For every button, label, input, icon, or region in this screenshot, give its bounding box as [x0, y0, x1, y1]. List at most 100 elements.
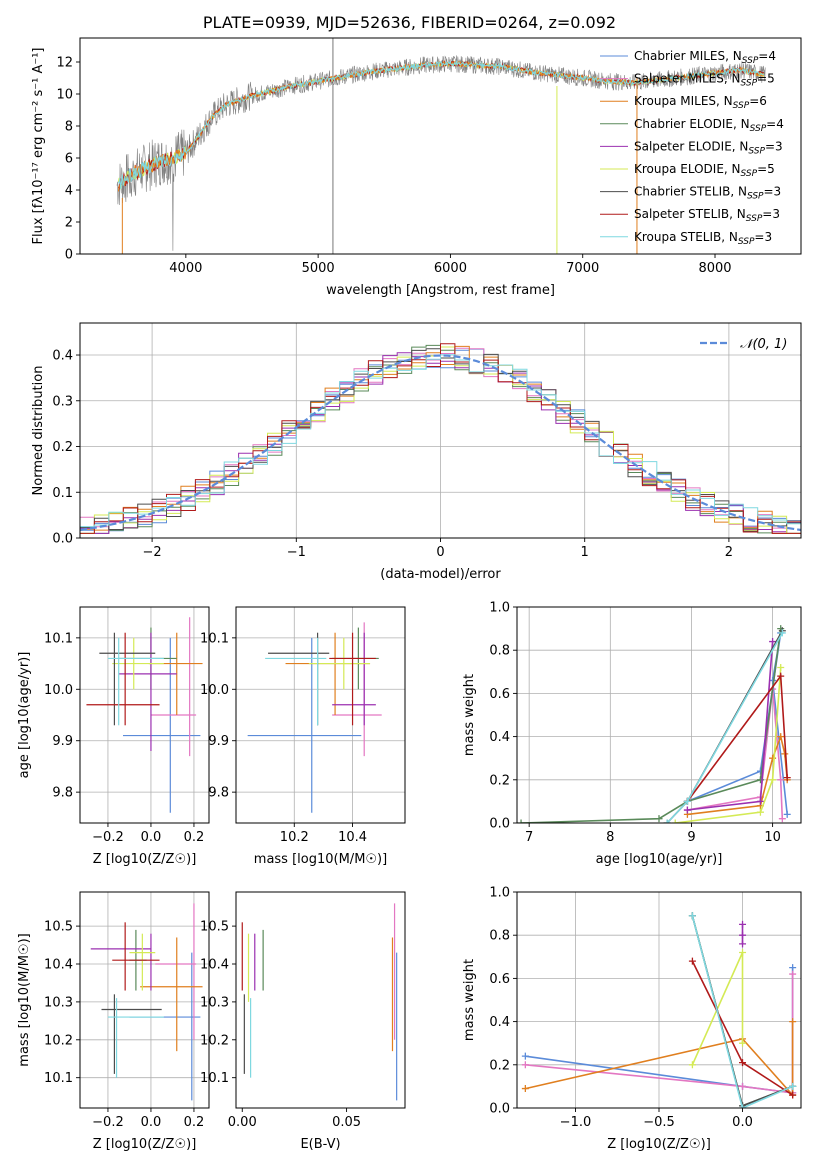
weight-marker-salpeter_elodie — [739, 931, 747, 939]
panel-mass-weight-vs-metallicity: −1.0 −0.5 0.0 0.0 0.2 0.4 0.6 0.8 1.0 Z [log10(Z/… — [462, 886, 802, 1152]
y-tick-label: 10.0 — [44, 683, 73, 698]
legend-subscript: SSP — [742, 56, 759, 66]
weight-marker-salpeter_elodie — [739, 920, 747, 928]
weight-marker-kroupa_stelib — [688, 912, 696, 920]
x-axis-label: Z [log10(Z/Z☉)] — [93, 1137, 197, 1152]
y-tick-label: 9.9 — [52, 734, 73, 749]
y-tick-label: 10.5 — [200, 920, 229, 935]
x-tick-label: 2 — [725, 545, 733, 560]
weight-marker-salpeter_stelib — [688, 957, 696, 965]
legend-value: =4 — [766, 117, 784, 131]
panel-mass-weight-vs-age: 7 8 9 10 0.0 0.2 0.4 0.6 0.8 1.0 age [log10(age/yr… — [462, 601, 802, 867]
legend-subscript: SSP — [733, 101, 750, 111]
y-tick-label: 10.3 — [200, 995, 229, 1010]
legend-label-kroupa_stelib: Kroupa STELIB, NSSP=3 — [634, 230, 772, 247]
weight-marker-salpeter_elodie — [769, 638, 777, 646]
weight-marker-salpeter_elodie — [756, 797, 764, 805]
x-axis-label: Z [log10(Z/Z☉)] — [607, 1137, 711, 1152]
legend-subscript: SSP — [747, 192, 764, 202]
x-tick-label: 9 — [687, 830, 695, 845]
y-tick-label: 0.3 — [52, 394, 73, 409]
x-tick-label: 0.0 — [732, 1115, 753, 1130]
y-tick-label: 12 — [56, 56, 73, 71]
x-tick-label: 6000 — [434, 261, 467, 276]
x-axis-label: Z [log10(Z/Z☉)] — [93, 852, 197, 867]
weight-line-chabrier_stelib — [666, 630, 783, 823]
plot-area — [86, 617, 203, 813]
weight-marker-kroupa_elodie — [777, 663, 785, 671]
x-tick-label: 0.2 — [184, 830, 205, 845]
axes-frame — [79, 606, 210, 824]
legend-subscript: SSP — [748, 146, 765, 156]
x-tick-label: 10.2 — [280, 830, 309, 845]
y-tick-label: 0.2 — [489, 1058, 510, 1073]
legend-subscript: SSP — [741, 79, 758, 89]
y-axis-label: Normed distribution — [31, 366, 46, 496]
legend-label-salpeter_stelib: Salpeter STELIB, NSSP=3 — [634, 207, 780, 224]
weight-marker-salpeter_elodie — [739, 940, 747, 948]
y-tick-label: 10.5 — [44, 920, 73, 935]
weight-line-kroupa_elodie — [675, 667, 782, 823]
y-axis-label: Flux [fλ10⁻¹⁷ erg cm⁻² s⁻¹ A⁻¹] — [31, 48, 46, 245]
gaussian-curve — [80, 354, 801, 532]
legend-value: =3 — [764, 185, 782, 199]
panel-mass-vs-metallicity: −0.2 0.0 0.2 10.1 10.2 10.3 10.4 10.5 Z [log10(Z… — [17, 891, 210, 1152]
legend-text: Kroupa STELIB, N — [634, 230, 738, 244]
legend-subscript: SSP — [746, 214, 763, 224]
x-tick-label: −2 — [143, 545, 162, 560]
legend-subscript: SSP — [750, 124, 767, 134]
weight-marker-salpeter_stelib — [777, 672, 785, 680]
weight-marker-chabrier_miles — [521, 1052, 529, 1060]
y-tick-label: 2 — [65, 216, 73, 231]
weight-marker-salpeter_stelib — [783, 774, 791, 782]
x-axis-label: wavelength [Angstrom, rest frame] — [326, 283, 555, 298]
y-tick-label: 10.4 — [44, 958, 73, 973]
y-tick-label: 10.0 — [200, 683, 229, 698]
weight-marker-kroupa_elodie — [769, 776, 777, 784]
model-line-kroupa_miles — [117, 60, 765, 192]
panel-age-vs-metallicity: −0.2 0.0 0.2 9.8 9.9 10.0 10.1 Z [log10(Z/Z☉)] a… — [17, 606, 210, 867]
panel-age-vs-mass: 10.2 10.4 9.8 9.9 10.0 10.1 mass [log10(M/M☉)] — [200, 606, 406, 867]
legend-value: =3 — [765, 139, 783, 153]
plot-area — [247, 622, 382, 813]
legend-value: =5 — [757, 162, 775, 176]
legend-label-gaussian: 𝒩(0, 1) — [740, 337, 787, 352]
y-tick-label: 0.0 — [489, 1102, 510, 1117]
weight-marker-chabrier_elodie — [655, 815, 663, 823]
y-tick-label: 4 — [65, 184, 73, 199]
legend-value: =3 — [754, 230, 772, 244]
weight-marker-kroupa_stelib — [789, 1082, 797, 1090]
x-tick-label: −1.0 — [560, 1115, 592, 1130]
weight-line-kroupa_stelib — [691, 915, 793, 1108]
x-tick-label: 0.0 — [141, 830, 162, 845]
weight-marker-salpeter_elodie — [683, 806, 691, 814]
weight-marker-kroupa_elodie — [756, 808, 764, 816]
legend-label-chabrier_elodie: Chabrier ELODIE, NSSP=4 — [634, 117, 784, 134]
x-tick-label: −1 — [287, 545, 306, 560]
x-axis-label: mass [log10(M/M☉)] — [254, 852, 387, 867]
y-tick-label: 10.1 — [44, 1071, 73, 1086]
y-tick-label: 0.2 — [52, 440, 73, 455]
weight-marker-salpeter_miles — [739, 1082, 747, 1090]
y-tick-label: 1.0 — [489, 886, 510, 901]
weight-line-kroupa_miles — [525, 1021, 794, 1098]
y-tick-label: 10.4 — [200, 958, 229, 973]
y-tick-label: 10.2 — [44, 1033, 73, 1048]
y-axis-label: mass weight — [462, 674, 477, 756]
weight-marker-chabrier_elodie — [517, 819, 525, 823]
y-tick-label: 8 — [65, 120, 73, 135]
x-tick-label: 0.00 — [228, 1115, 257, 1130]
x-tick-label: −0.2 — [92, 830, 124, 845]
histogram-step-kroupa_stelib — [80, 354, 801, 528]
y-axis-label: mass [log10(M/M☉)] — [17, 933, 32, 1066]
x-axis-label: (data-model)/error — [380, 567, 501, 582]
y-tick-label: 9.8 — [52, 786, 73, 801]
weight-marker-kroupa_elodie — [739, 948, 747, 956]
x-tick-label: 5000 — [302, 261, 335, 276]
weight-marker-chabrier_miles — [783, 810, 791, 818]
panel-residual-histogram: 𝒩(0, 1) −2 −1 0 1 2 0.0 0.1 0.2 0.3 0.4 (data-model… — [31, 322, 802, 582]
y-tick-label: 0.1 — [52, 486, 73, 501]
legend-text: Chabrier ELODIE, N — [634, 117, 750, 131]
